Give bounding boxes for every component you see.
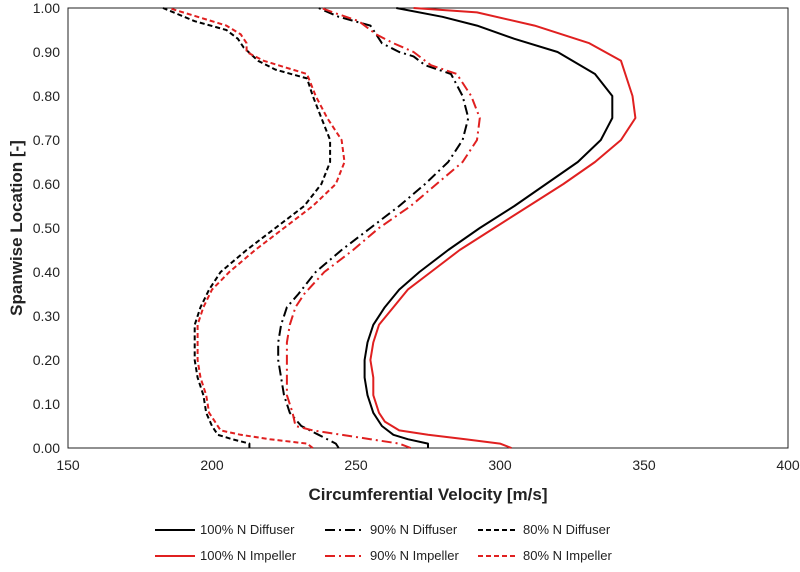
x-tick-label: 250 (344, 457, 368, 473)
legend: 100% N Diffuser 90% N Diffuser 80% N Diffu… (155, 522, 613, 563)
x-tick-label: 400 (776, 457, 800, 473)
y-tick-label: 0.40 (33, 264, 60, 280)
series-lines (162, 7, 637, 449)
x-axis-title: Circumferential Velocity [m/s] (308, 485, 547, 504)
series-line-2 (277, 7, 470, 449)
y-tick-label: 0.70 (33, 132, 60, 148)
y-tick-label: 0.90 (33, 44, 60, 60)
legend-label-1: 100% N Diffuser (200, 522, 295, 537)
y-tick-label: 0.80 (33, 88, 60, 104)
y-tick-label: 0.10 (33, 396, 60, 412)
y-tick-label: 0.50 (33, 220, 60, 236)
series-line-4 (369, 7, 637, 449)
x-axis-ticks: 150 200 250 300 350 400 (56, 457, 800, 473)
legend-label-4: 100% N Impeller (200, 548, 297, 563)
series-line-6 (168, 7, 346, 449)
x-tick-label: 300 (488, 457, 512, 473)
legend-label-6: 80% N Impeller (523, 548, 613, 563)
legend-label-2: 90% N Diffuser (370, 522, 458, 537)
legend-label-3: 80% N Diffuser (523, 522, 611, 537)
y-tick-label: 0.20 (33, 352, 60, 368)
y-tick-label: 0.60 (33, 176, 60, 192)
y-tick-label: 0.00 (33, 440, 60, 456)
legend-label-5: 90% N Impeller (370, 548, 460, 563)
x-tick-label: 200 (200, 457, 224, 473)
series-line-3 (162, 7, 332, 448)
x-tick-label: 350 (632, 457, 656, 473)
y-axis-ticks: 0.00 0.10 0.20 0.30 0.40 0.50 0.60 0.70 0.80 0.90… (33, 0, 60, 456)
series-line-5 (285, 7, 481, 449)
x-tick-label: 150 (56, 457, 80, 473)
y-tick-label: 1.00 (33, 0, 60, 16)
series-line-1 (363, 7, 614, 448)
y-tick-label: 0.30 (33, 308, 60, 324)
y-axis-title: Spanwise Location [-] (7, 140, 26, 316)
plot-area (67, 7, 789, 449)
